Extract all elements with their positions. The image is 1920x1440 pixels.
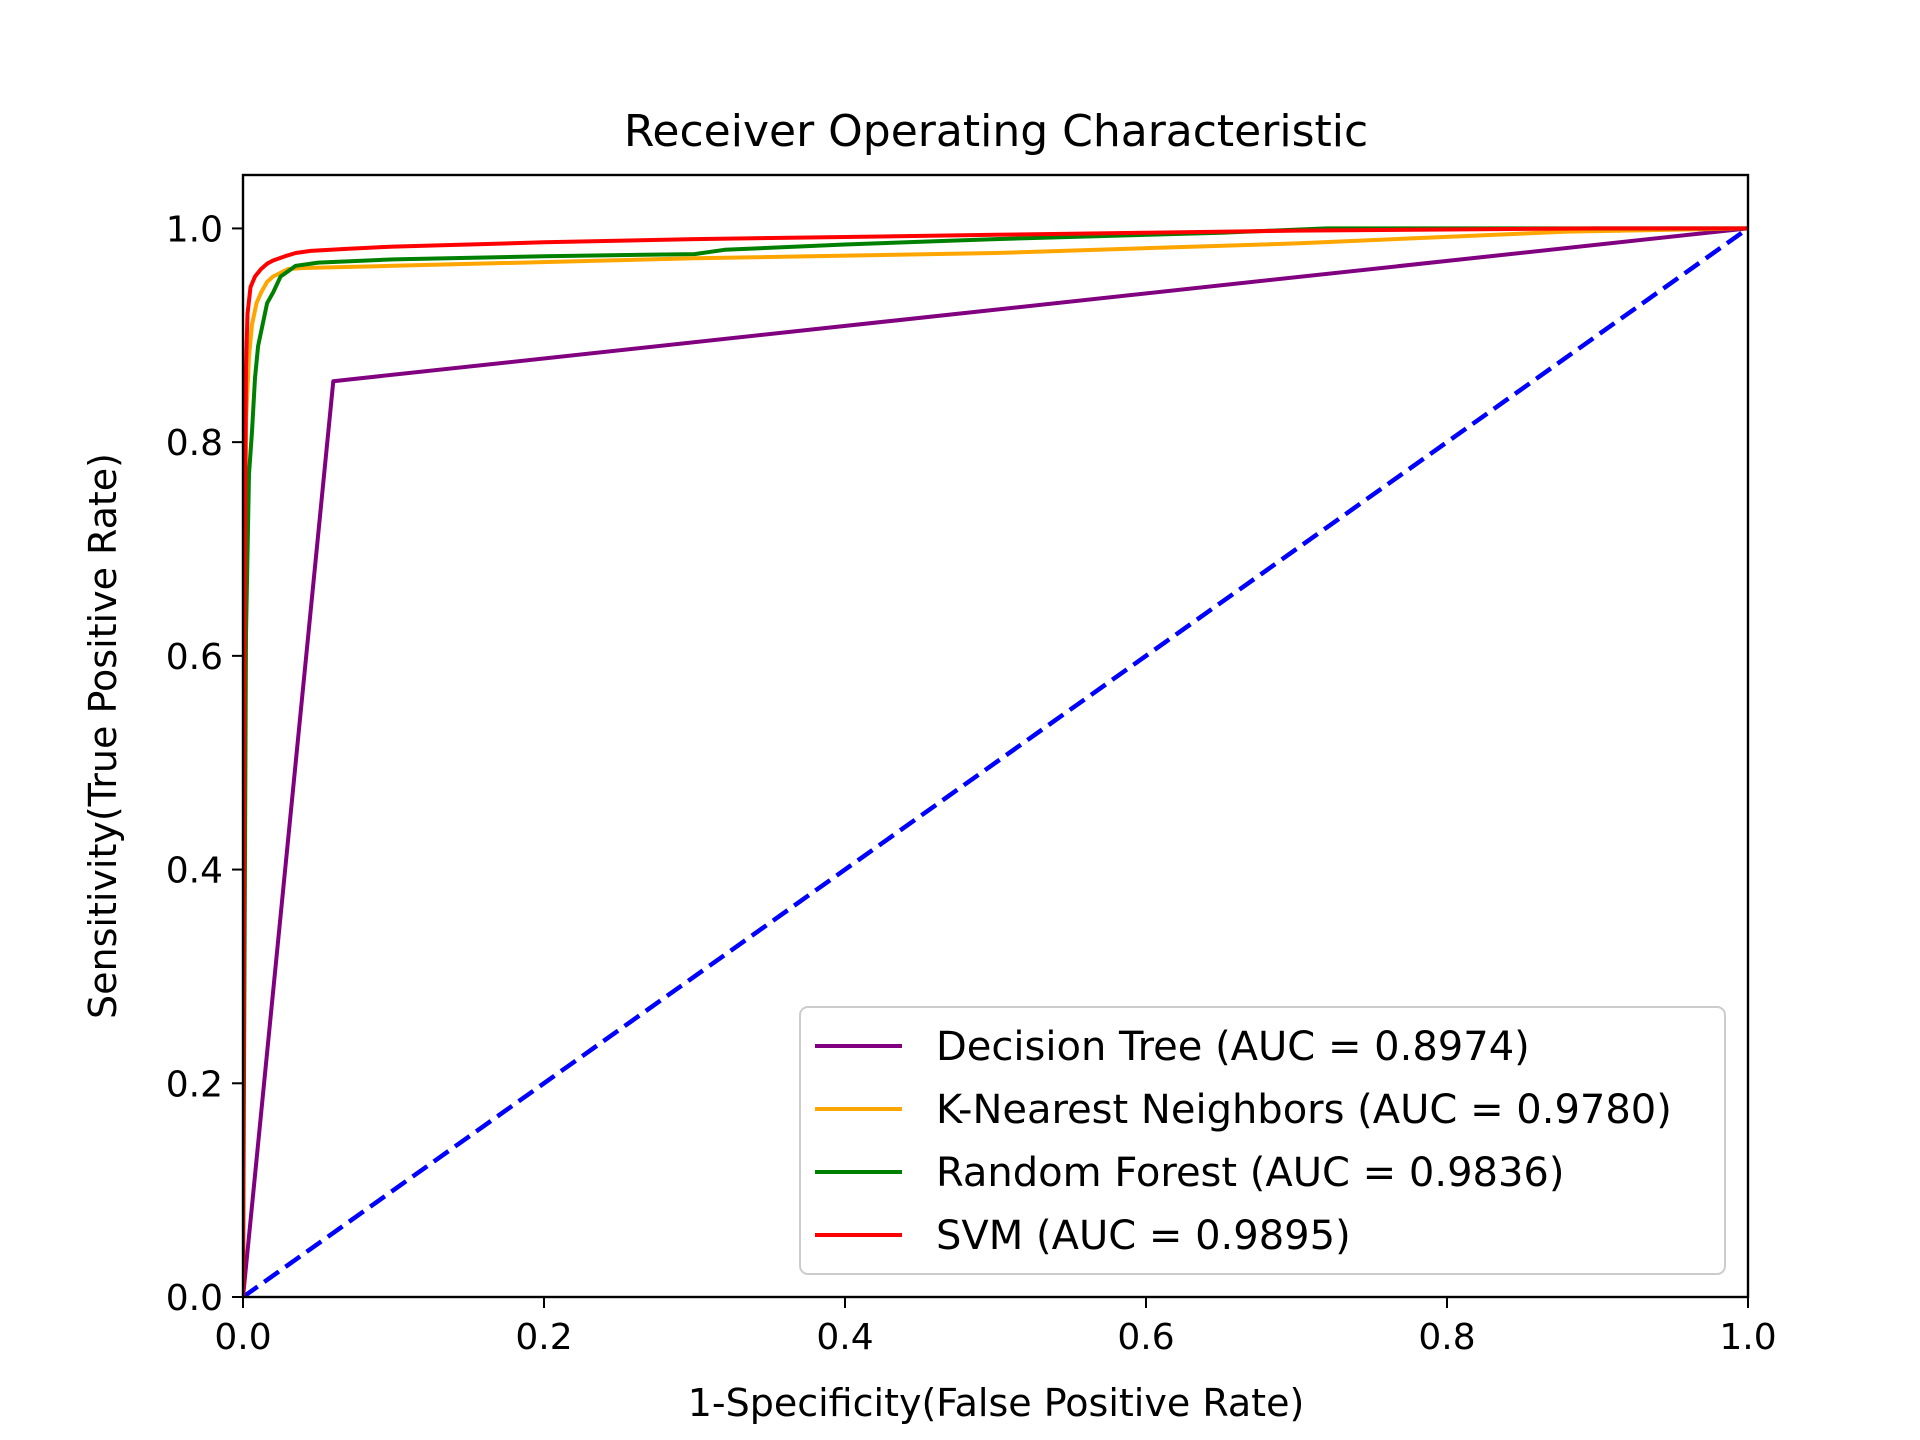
- x-tick-label: 0.0: [214, 1317, 271, 1358]
- x-tick-label: 1.0: [1719, 1317, 1776, 1358]
- legend-label: SVM (AUC = 0.9895): [936, 1213, 1351, 1259]
- chance-diagonal-line: [243, 226, 1748, 1297]
- y-tick-label: 0.4: [166, 851, 223, 892]
- plot-frame: [241, 173, 1750, 1299]
- y-axis-ticks: 0.0 0.2 0.4 0.6 0.8 1.0: [166, 209, 243, 1319]
- x-axis-ticks: 0.0 0.2 0.4 0.6 0.8 1.0: [214, 1297, 1777, 1358]
- legend-box: [799, 1006, 1726, 1275]
- legend-label: Decision Tree (AUC = 0.8974): [936, 1024, 1530, 1070]
- y-tick-label: 0.8: [166, 423, 223, 464]
- series-line-random-forest: [243, 226, 1748, 1297]
- series-line-decision-tree: [243, 226, 1748, 1297]
- x-tick-label: 0.2: [515, 1317, 572, 1358]
- series-line-svm: [243, 226, 1748, 1297]
- series-line-k-nearest-neighbors: [243, 226, 1748, 1297]
- plot-series: [243, 226, 1748, 1297]
- y-tick-label: 0.2: [166, 1064, 223, 1105]
- y-axis-label: Sensitivity(True Positive Rate): [81, 453, 125, 1019]
- y-tick-label: 0.0: [166, 1278, 223, 1319]
- legend: Decision Tree (AUC = 0.8974) K-Nearest Ne…: [799, 1006, 1726, 1275]
- x-tick-label: 0.6: [1117, 1317, 1174, 1358]
- chart-title: Receiver Operating Characteristic: [624, 106, 1368, 157]
- x-axis-label: 1-Specificity(False Positive Rate): [688, 1381, 1305, 1425]
- y-tick-label: 0.6: [166, 637, 223, 678]
- legend-entry-decision-tree: Decision Tree (AUC = 0.8974): [815, 1024, 1530, 1070]
- x-tick-label: 0.8: [1418, 1317, 1475, 1358]
- y-tick-label: 1.0: [166, 209, 223, 250]
- legend-entry-svm: SVM (AUC = 0.9895): [815, 1213, 1351, 1259]
- legend-entry-random-forest: Random Forest (AUC = 0.9836): [815, 1150, 1564, 1196]
- legend-label: K-Nearest Neighbors (AUC = 0.9780): [936, 1087, 1672, 1133]
- x-tick-label: 0.4: [816, 1317, 873, 1358]
- legend-label: Random Forest (AUC = 0.9836): [936, 1150, 1564, 1196]
- legend-entries: Decision Tree (AUC = 0.8974) K-Nearest Ne…: [815, 1024, 1672, 1259]
- legend-entry-k-nearest-neighbors: K-Nearest Neighbors (AUC = 0.9780): [815, 1087, 1672, 1133]
